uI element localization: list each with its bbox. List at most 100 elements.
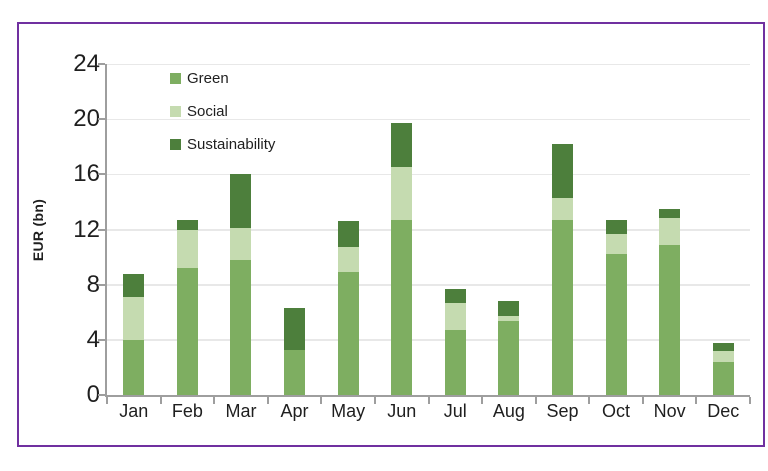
bar-segment-jun-green [391,219,413,395]
x-category-label-jul: Jul [443,401,467,421]
y-axis-line [105,64,107,397]
bar-segment-sep-sustainability [551,144,573,198]
bar-aug [498,301,520,395]
bar-sep [551,144,573,395]
bar-jun [391,123,413,395]
y-tick-8 [98,283,105,286]
x-tick-9 [588,397,591,404]
bar-segment-jul-sustainability [444,288,466,303]
bar-segment-jan-social [123,297,145,340]
bar-segment-mar-social [230,228,252,260]
gridline-20 [107,118,750,121]
y-tick-label-20: 20 [73,105,100,133]
y-tick-12 [98,228,105,231]
y-tick-24 [98,63,105,65]
bar-segment-may-social [337,247,359,273]
bar-oct [605,219,627,395]
legend-item-social: Social [170,104,275,119]
gridline-24 [107,63,750,65]
legend-swatch-sustainability-icon [170,139,181,150]
bar-segment-may-green [337,272,359,395]
x-tick-3 [266,397,269,404]
x-category-label-nov: Nov [653,401,686,421]
bar-segment-mar-green [230,259,252,395]
legend-label-sustainability: Sustainability [187,136,276,153]
bar-segment-nov-social [659,218,681,245]
bar-mar [230,174,252,395]
bar-nov [659,208,681,395]
x-category-label-may: May [331,401,366,421]
x-tick-12 [749,397,751,404]
x-tick-4 [320,397,323,404]
y-tick-label-24: 24 [73,50,100,77]
chart-frame: EUR (bn) 0 4 8 12 16 20 24 Jan Feb Mar Apr May Jun J… [17,22,765,447]
y-tick-16 [98,173,105,176]
bar-segment-nov-sustainability [659,208,681,219]
x-tick-2 [213,397,216,404]
x-axis: Jan Feb Mar Apr May Jun Jul Aug Sep Oct Nov Dec [107,401,750,426]
y-tick-0 [98,394,105,396]
bar-segment-aug-sustainability [498,301,520,317]
legend-label-social: Social [187,103,228,120]
bar-segment-sep-green [551,219,573,395]
y-tick-label-4: 4 [86,325,100,353]
bar-segment-mar-sustainability [230,174,252,229]
legend-swatch-green-icon [170,73,181,84]
bar-apr [284,308,306,395]
legend-item-green: Green [170,71,275,86]
x-tick-1 [159,397,162,404]
gridline-4 [107,339,750,341]
x-tick-8 [534,397,537,404]
bar-segment-jul-social [444,302,466,331]
bar-segment-feb-social [176,229,198,269]
bar-segment-nov-green [659,244,681,395]
bar-segment-feb-green [176,268,198,395]
x-category-label-sep: Sep [546,401,579,421]
y-tick-label-12: 12 [73,215,100,243]
bar-segment-jun-social [391,167,413,220]
gridline-16 [107,173,750,176]
y-tick-label-8: 8 [86,270,100,298]
bar-jul [444,288,466,395]
y-axis: 0 4 8 12 16 20 24 [19,52,100,407]
legend: Green Social Sustainability [170,71,275,170]
bar-segment-may-sustainability [337,221,359,248]
bar-segment-apr-sustainability [284,308,306,350]
bar-segment-jan-green [123,339,145,395]
bar-may [337,221,359,395]
bar-segment-apr-green [284,349,306,395]
x-category-label-jan: Jan [119,401,149,421]
bar-feb [176,219,198,395]
bar-jan [123,273,145,395]
x-tick-7 [481,397,484,404]
bar-segment-feb-sustainability [176,219,198,230]
bar-segment-jul-green [444,330,466,395]
x-tick-11 [695,397,698,404]
bar-segment-aug-green [498,320,520,395]
plot-area [98,63,751,404]
gridline-12 [107,229,750,231]
x-tick-5 [373,397,376,404]
bar-segment-aug-social [498,316,520,321]
x-category-label-feb: Feb [171,401,203,421]
x-category-label-jun: Jun [387,401,417,421]
x-tick-0 [106,397,108,404]
gridline-8 [107,284,750,286]
x-category-label-aug: Aug [492,401,525,421]
y-tick-label-0: 0 [86,381,100,408]
x-category-label-apr: Apr [280,401,309,421]
legend-label-green: Green [187,70,229,87]
bar-segment-dec-green [712,361,734,395]
x-category-label-oct: Oct [602,401,631,421]
y-tick-20 [98,118,105,121]
bar-segment-jan-sustainability [123,273,145,298]
bar-segment-dec-social [712,350,734,362]
bar-segment-oct-green [605,254,627,395]
bar-segment-oct-sustainability [605,219,627,234]
x-category-label-dec: Dec [707,401,740,421]
y-tick-4 [98,338,105,341]
y-tick-label-16: 16 [73,160,100,188]
bar-dec [712,342,734,395]
x-tick-10 [641,397,644,404]
x-axis-line [105,395,750,397]
